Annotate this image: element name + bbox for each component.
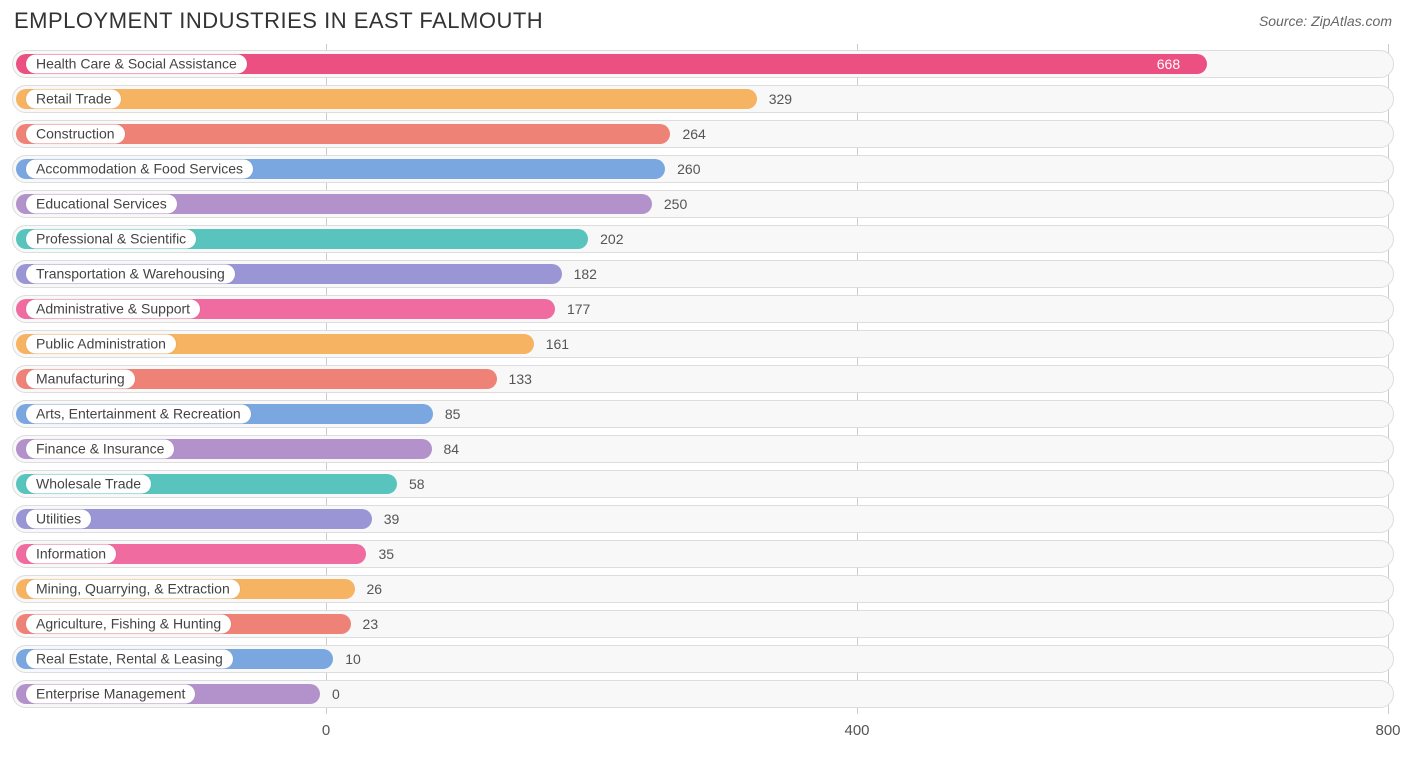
bar-value: 260 [677, 161, 700, 177]
bar-label-pill: Utilities [26, 510, 91, 529]
chart-header: EMPLOYMENT INDUSTRIES IN EAST FALMOUTH S… [0, 0, 1406, 38]
bar-label-pill: Accommodation & Food Services [26, 160, 253, 179]
bar-row: Transportation & Warehousing 182 [10, 260, 1396, 288]
bar-row: Wholesale Trade 58 [10, 470, 1396, 498]
bar-container: Health Care & Social Assistance 668 Retail… [10, 44, 1396, 714]
bar-row: Information 35 [10, 540, 1396, 568]
bar-row: Agriculture, Fishing & Hunting 23 [10, 610, 1396, 638]
bar-value: 23 [363, 616, 379, 632]
bar-value: 264 [682, 126, 705, 142]
bar-value: 39 [384, 511, 400, 527]
bar-label-pill: Construction [26, 125, 125, 144]
bar-value: 182 [574, 266, 597, 282]
bar-value: 250 [664, 196, 687, 212]
bar-label-pill: Manufacturing [26, 370, 135, 389]
bar-value: 26 [367, 581, 383, 597]
bar-row: Administrative & Support 177 [10, 295, 1396, 323]
bar-fill [16, 89, 757, 109]
bar-label-pill: Health Care & Social Assistance [26, 55, 247, 74]
x-axis: 0400800 [10, 720, 1396, 744]
bar-label-pill: Agriculture, Fishing & Hunting [26, 615, 231, 634]
bar-row: Finance & Insurance 84 [10, 435, 1396, 463]
axis-tick: 400 [844, 722, 869, 739]
chart-source: Source: ZipAtlas.com [1259, 13, 1392, 29]
bar-row: Educational Services 250 [10, 190, 1396, 218]
bar-value: 84 [444, 441, 460, 457]
bar-label-pill: Retail Trade [26, 90, 121, 109]
bar-label-pill: Transportation & Warehousing [26, 265, 235, 284]
bar-row: Enterprise Management 0 [10, 680, 1396, 708]
bar-label-pill: Enterprise Management [26, 685, 195, 704]
bar-row: Real Estate, Rental & Leasing 10 [10, 645, 1396, 673]
bar-value: 58 [409, 476, 425, 492]
bar-value: 35 [378, 546, 394, 562]
bar-value: 668 [1157, 56, 1180, 72]
axis-tick: 0 [322, 722, 330, 739]
bar-label-pill: Arts, Entertainment & Recreation [26, 405, 251, 424]
bar-value: 85 [445, 406, 461, 422]
source-name: ZipAtlas.com [1311, 13, 1392, 29]
axis-tick: 800 [1375, 722, 1400, 739]
bar-label-pill: Information [26, 545, 116, 564]
bar-value: 10 [345, 651, 361, 667]
bar-label-pill: Professional & Scientific [26, 230, 196, 249]
bar-row: Construction 264 [10, 120, 1396, 148]
bar-row: Retail Trade 329 [10, 85, 1396, 113]
chart-area: Health Care & Social Assistance 668 Retail… [10, 44, 1396, 744]
bar-value: 329 [769, 91, 792, 107]
bar-label-pill: Mining, Quarrying, & Extraction [26, 580, 240, 599]
bar-row: Mining, Quarrying, & Extraction 26 [10, 575, 1396, 603]
bar-label-pill: Administrative & Support [26, 300, 200, 319]
source-prefix: Source: [1259, 13, 1311, 29]
bar-row: Accommodation & Food Services 260 [10, 155, 1396, 183]
bar-label-pill: Finance & Insurance [26, 440, 174, 459]
bar-row: Public Administration 161 [10, 330, 1396, 358]
bar-row: Health Care & Social Assistance 668 [10, 50, 1396, 78]
bar-row: Arts, Entertainment & Recreation 85 [10, 400, 1396, 428]
bar-row: Utilities 39 [10, 505, 1396, 533]
bar-value: 161 [546, 336, 569, 352]
bar-value: 177 [567, 301, 590, 317]
bar-label-pill: Educational Services [26, 195, 177, 214]
bar-value: 133 [509, 371, 532, 387]
bar-label-pill: Real Estate, Rental & Leasing [26, 650, 233, 669]
chart-title: EMPLOYMENT INDUSTRIES IN EAST FALMOUTH [14, 8, 543, 34]
bar-row: Professional & Scientific 202 [10, 225, 1396, 253]
bar-row: Manufacturing 133 [10, 365, 1396, 393]
bar-label-pill: Public Administration [26, 335, 176, 354]
bar-label-pill: Wholesale Trade [26, 475, 151, 494]
bar-value: 202 [600, 231, 623, 247]
bar-value: 0 [332, 686, 340, 702]
